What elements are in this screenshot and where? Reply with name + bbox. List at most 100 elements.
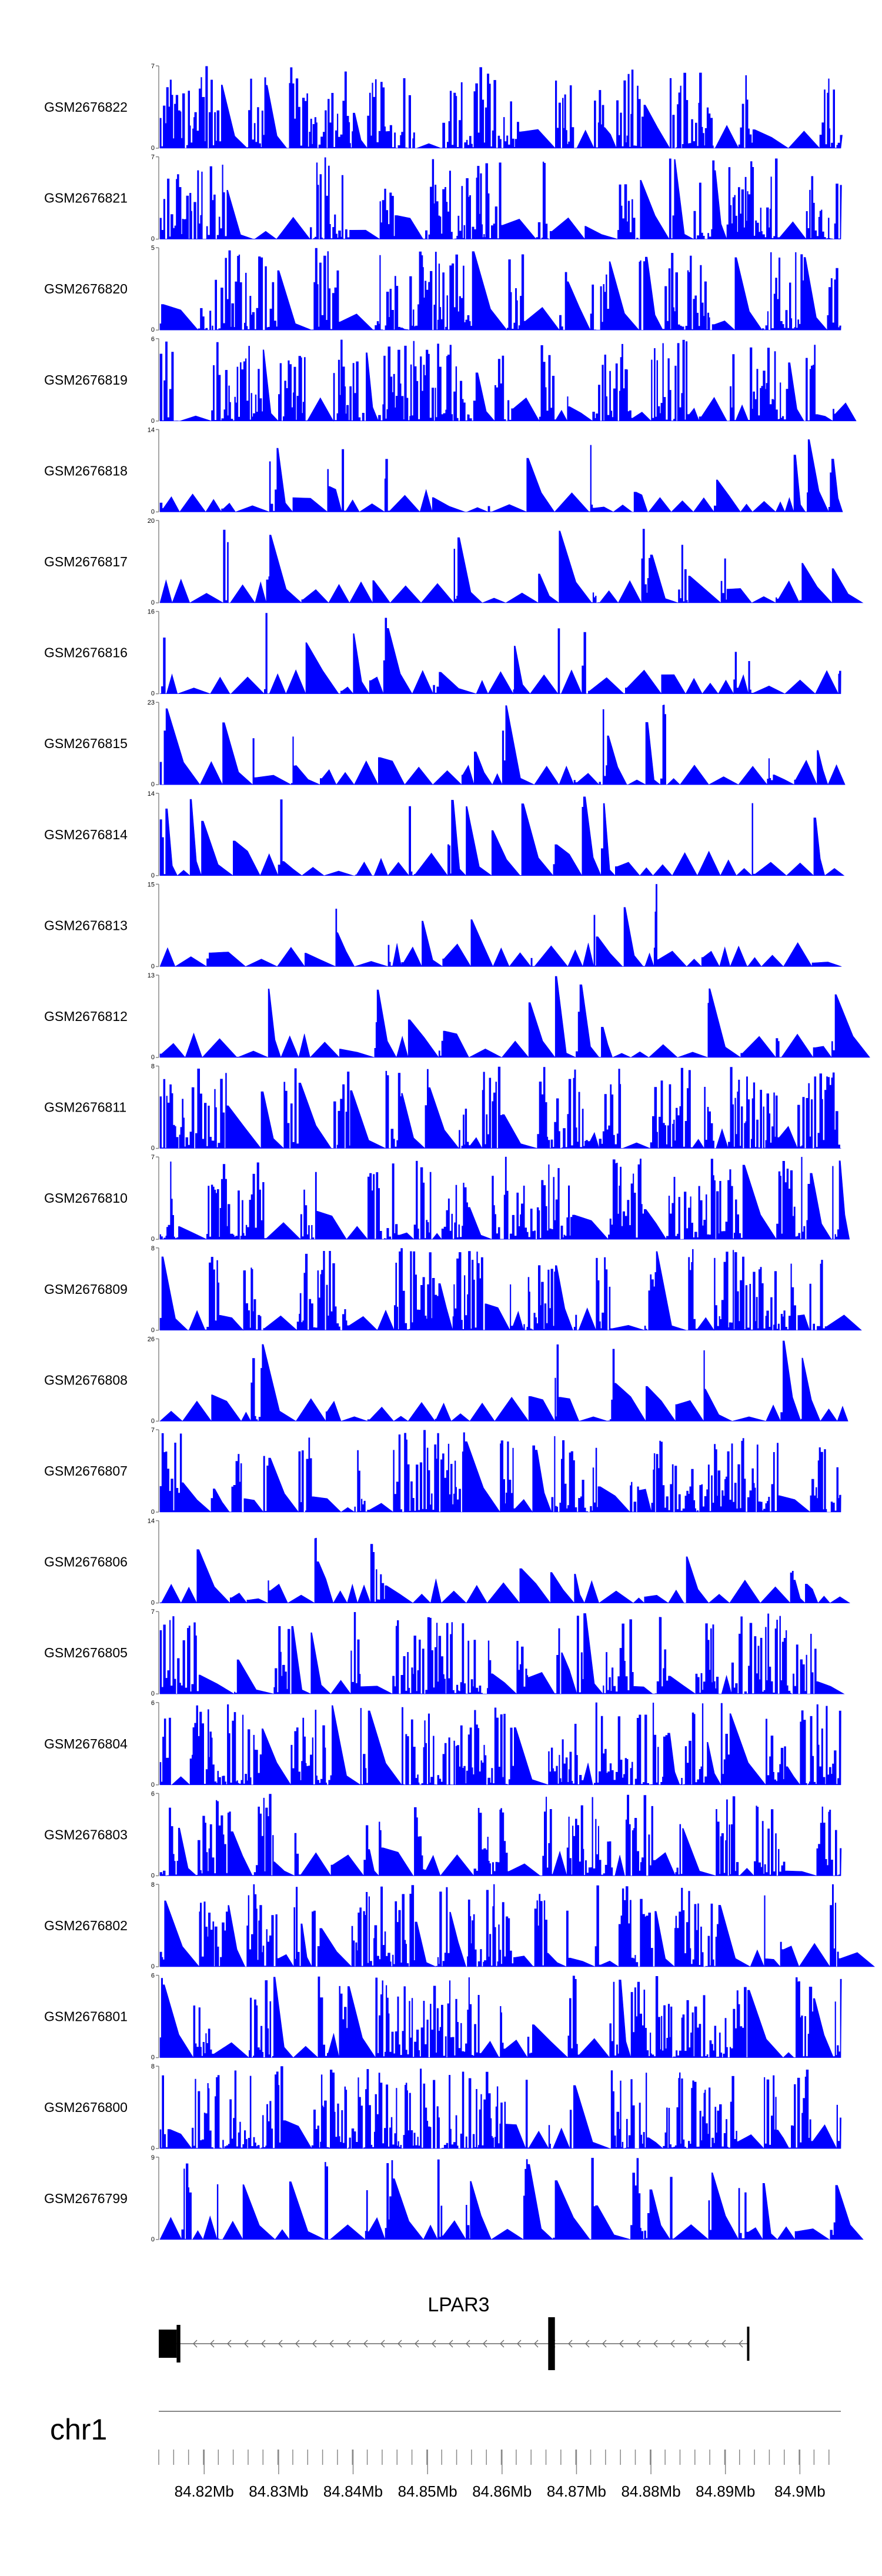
strand-chevron [721,2340,726,2348]
track-label: GSM2676810 [44,1190,128,1206]
track-label: GSM2676813 [44,917,128,933]
track-ymin-label: 0 [151,1781,155,1788]
strand-chevron [210,2340,215,2348]
track-ymax-label: 8 [151,1063,155,1070]
track-label: GSM2676819 [44,372,128,388]
track-GSM2676814: GSM2676814 14 0 [44,790,845,879]
strand-chevron [415,2340,419,2348]
strand-chevron [602,2340,607,2348]
coverage-area [159,1884,876,1968]
track-ymax-label: 6 [151,1790,155,1797]
track-ymax-label: 13 [148,972,155,979]
track-GSM2676810: GSM2676810 7 0 [44,1154,850,1243]
strand-chevron [449,2340,453,2348]
gene-exon [747,2327,750,2361]
track-ymax-label: 14 [148,1518,155,1525]
strand-chevron [670,2340,675,2348]
track-ymax-label: 14 [148,790,155,798]
track-label: GSM2676808 [44,1372,128,1387]
track-GSM2676821: GSM2676821 7 0 [44,154,842,243]
track-GSM2676804: GSM2676804 6 0 [44,1700,841,1788]
coverage-area [159,248,841,331]
track-ymax-label: 23 [148,699,155,706]
track-ymax-label: 14 [148,426,155,433]
axis-tick-label: 84.84Mb [323,2482,383,2500]
coverage-area [159,439,843,513]
track-ymin-label: 0 [151,2236,155,2243]
track-ymin-label: 0 [151,145,155,152]
track-ymax-label: 15 [148,881,155,888]
track-ymin-label: 0 [151,1054,155,1061]
track-label: GSM2676805 [44,1645,128,1660]
track-ymin-label: 0 [151,872,155,879]
track-label: GSM2676809 [44,1282,128,1297]
gene-exon [159,2330,177,2358]
track-label: GSM2676820 [44,281,128,296]
gene-strand-chevrons [176,2340,743,2348]
track-ymax-label: 7 [151,154,155,161]
coverage-area [159,2158,864,2240]
track-GSM2676809: GSM2676809 8 0 [44,1245,862,1334]
track-ymin-label: 0 [151,1417,155,1424]
track-GSM2676806: GSM2676806 14 0 [44,1518,851,1607]
track-label: GSM2676803 [44,1827,128,1842]
track-GSM2676808: GSM2676808 26 0 [44,1336,848,1424]
track-label: GSM2676799 [44,2191,128,2206]
gene-exon [176,2325,181,2363]
strand-chevron [500,2340,505,2348]
track-ymax-label: 7 [151,1427,155,1434]
track-ymin-label: 0 [151,326,155,333]
coverage-area [159,529,864,604]
strand-chevron [636,2340,641,2348]
track-ymin-label: 0 [151,1600,155,1607]
gene-track: LPAR3 [159,2294,750,2370]
track-label: GSM2676814 [44,827,128,842]
strand-chevron [739,2340,743,2348]
gene-exon [548,2317,555,2370]
strand-chevron [585,2340,590,2348]
chromosome-label: chr1 [50,2413,107,2446]
track-ymax-label: 7 [151,63,155,70]
track-ymax-label: 6 [151,336,155,343]
track-label: GSM2676807 [44,1463,128,1479]
track-GSM2676800: GSM2676800 8 0 [44,2063,841,2152]
track-label: GSM2676801 [44,2009,128,2024]
track-label: GSM2676812 [44,1009,128,1024]
coverage-area [159,66,843,149]
coverage-area [159,884,842,967]
strand-chevron [466,2340,470,2348]
strand-chevron [483,2340,487,2348]
coverage-area [159,705,846,786]
track-ymin-label: 0 [151,690,155,698]
strand-chevron [193,2340,198,2348]
coverage-area [159,1430,841,1513]
track-GSM2676813: GSM2676813 15 0 [44,881,842,970]
track-ymin-label: 0 [151,508,155,515]
track-label: GSM2676818 [44,463,128,478]
track-ymin-label: 0 [151,1145,155,1152]
track-GSM2676819: GSM2676819 6 0 [44,336,857,425]
strand-chevron [261,2340,266,2348]
coverage-area [159,1156,850,1240]
strand-chevron [432,2340,436,2348]
axis-ticks: 84.82Mb 84.83Mb 84.84Mb 84.85Mb 84.86Mb 84.87… [158,2450,830,2500]
strand-chevron [329,2340,334,2348]
track-label: GSM2676804 [44,1736,128,1751]
gene-exons [159,2317,750,2370]
track-ymin-label: 0 [151,1963,155,1970]
coverage-area [159,1794,842,1877]
track-ymax-label: 16 [148,609,155,616]
track-ymax-label: 26 [148,1336,155,1343]
strand-chevron [704,2340,709,2348]
track-GSM2676822: GSM2676822 7 0 [44,63,843,152]
coverage-area [159,1066,841,1149]
track-ymin-label: 0 [151,1509,155,1516]
track-ymax-label: 5 [151,245,155,252]
track-label: GSM2676811 [44,1100,126,1115]
track-ymax-label: 6 [151,1973,155,1980]
coverage-area [159,976,870,1058]
strand-chevron [619,2340,624,2348]
coverage-tracks: GSM267682270GSM267682170GSM267682050GSM2… [44,63,876,2243]
track-label: GSM2676800 [44,2100,128,2115]
